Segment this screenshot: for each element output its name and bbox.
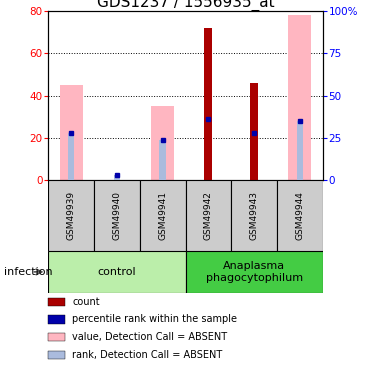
Bar — [48, 180, 94, 251]
Text: GSM49941: GSM49941 — [158, 191, 167, 240]
Bar — [277, 180, 323, 251]
Bar — [114, 175, 120, 180]
Text: count: count — [72, 297, 100, 307]
Text: GSM49940: GSM49940 — [112, 191, 121, 240]
Bar — [151, 106, 174, 180]
Bar — [186, 180, 231, 251]
Bar — [231, 180, 277, 251]
Title: GDS1237 / 1556935_at: GDS1237 / 1556935_at — [97, 0, 274, 11]
Bar — [186, 251, 323, 292]
Text: Anaplasma
phagocytophilum: Anaplasma phagocytophilum — [206, 261, 303, 283]
Text: control: control — [98, 267, 136, 277]
Text: percentile rank within the sample: percentile rank within the sample — [72, 315, 237, 324]
Text: value, Detection Call = ABSENT: value, Detection Call = ABSENT — [72, 332, 227, 342]
Bar — [68, 133, 75, 180]
Bar — [159, 140, 166, 180]
Bar — [140, 180, 186, 251]
Bar — [296, 121, 303, 180]
Text: infection: infection — [4, 267, 52, 277]
Bar — [250, 83, 258, 180]
Bar — [289, 15, 311, 180]
Bar — [94, 180, 140, 251]
Bar — [204, 28, 213, 180]
Text: GSM49942: GSM49942 — [204, 191, 213, 240]
Bar — [60, 85, 82, 180]
Text: GSM49944: GSM49944 — [295, 191, 304, 240]
Bar — [48, 251, 186, 292]
Text: rank, Detection Call = ABSENT: rank, Detection Call = ABSENT — [72, 350, 223, 360]
Text: GSM49943: GSM49943 — [250, 191, 259, 240]
Text: GSM49939: GSM49939 — [67, 191, 76, 240]
